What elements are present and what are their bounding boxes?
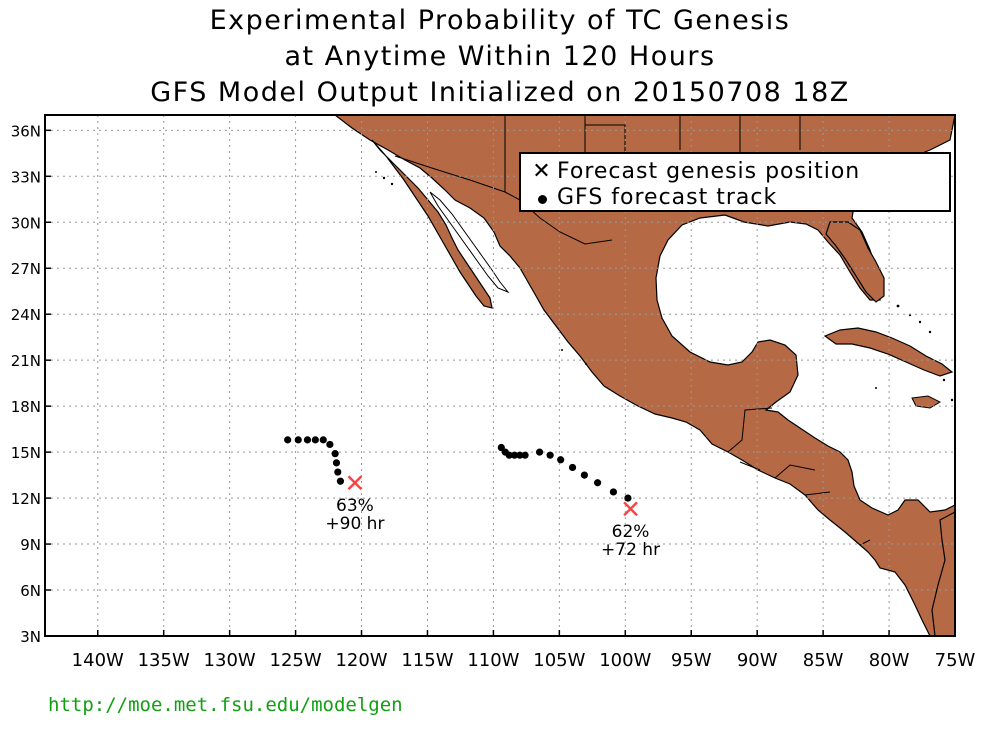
lat-tick-label: 30N [11, 214, 41, 232]
lon-tick-label: 105W [533, 650, 585, 671]
forecast-tracks: 63%+90 hr 62%+72 hr [284, 436, 660, 560]
lon-tick-label: 95W [671, 650, 712, 671]
map-frame [44, 114, 956, 637]
lat-tick-label: 3N [20, 628, 41, 646]
track-point [521, 451, 529, 459]
map-legend: ✕ Forecast genesis position GFS forecast… [519, 152, 951, 212]
genesis-marker [623, 501, 638, 517]
track-point [336, 477, 345, 485]
track-point [326, 440, 334, 449]
lat-tick-label: 18N [11, 398, 41, 416]
track-point [535, 448, 544, 456]
lat-tick-label: 6N [20, 582, 41, 600]
lon-tick-label: 120W [335, 650, 387, 671]
track-point [516, 451, 524, 459]
lat-tick-label: 27N [11, 260, 41, 278]
lat-tick-label: 12N [11, 490, 41, 508]
land-north-america [334, 115, 955, 636]
track-point [510, 451, 519, 459]
track-point [284, 436, 292, 444]
track-point [609, 488, 618, 496]
genesis-leadtime-label: +90 hr [325, 514, 384, 534]
lat-tick-label: 36N [11, 122, 41, 140]
axis-labels: 36N 33N 30N 27N 24N 21N 18N 15N 12N 9N 6N 3N 140W 135… [11, 122, 976, 671]
track-point [334, 468, 342, 476]
lon-tick-label: 110W [467, 650, 519, 671]
cross-icon: ✕ [532, 158, 552, 184]
track-point [546, 451, 554, 459]
track-point [505, 451, 513, 459]
track-point [331, 450, 339, 458]
track-point [303, 436, 312, 444]
lon-tick-label: 140W [72, 650, 124, 671]
land-islands [911, 395, 942, 409]
track-point [580, 471, 589, 479]
genesis-marker [347, 475, 363, 491]
track-point [568, 463, 577, 472]
lat-tick-label: 15N [11, 444, 41, 462]
lat-tick-label: 24N [11, 306, 41, 324]
lon-tick-label: 115W [401, 650, 453, 671]
track-point [593, 479, 602, 487]
lat-tick-label: 33N [11, 168, 41, 186]
lon-tick-label: 100W [599, 650, 651, 671]
genesis-marker-stroke [347, 475, 363, 491]
dot-icon [537, 194, 547, 204]
political-borders [394, 115, 871, 546]
land-baja-california [371, 139, 493, 309]
title-line-1: Experimental Probability of TC Genesis [209, 5, 791, 36]
track-point [294, 436, 302, 444]
track-point [332, 459, 341, 467]
lat-tick-label: 9N [20, 536, 41, 554]
gulf-of-california [429, 191, 510, 294]
genesis-probability-label: 62% [612, 522, 650, 542]
land-florida [825, 221, 885, 303]
track-point [311, 436, 319, 444]
lon-tick-label: 125W [270, 650, 322, 671]
lon-tick-label: 85W [803, 650, 844, 671]
lon-tick-label: 80W [869, 650, 910, 671]
genesis-leadtime-label: +72 hr [601, 540, 660, 560]
legend-track-label: GFS forecast track [557, 184, 778, 210]
lat-tick-label: 21N [11, 352, 41, 370]
genesis-marker-stroke [623, 501, 638, 517]
legend-genesis-label: Forecast genesis position [557, 158, 861, 184]
map-gridlines [45, 115, 956, 637]
land-south-america [931, 511, 955, 636]
lon-tick-label: 75W [935, 650, 976, 671]
land-cuba [823, 327, 954, 377]
track-point [557, 456, 565, 464]
track-point [319, 436, 327, 444]
track-point [624, 494, 632, 502]
title-line-2: at Anytime Within 120 Hours [284, 41, 716, 72]
lon-tick-label: 90W [737, 650, 778, 671]
genesis-probability-label: 63% [336, 496, 374, 516]
lon-tick-label: 130W [204, 650, 256, 671]
lon-tick-label: 135W [138, 650, 190, 671]
source-url[interactable]: http://moe.met.fsu.edu/modelgen [48, 694, 403, 716]
title-line-3: GFS Model Output Initialized on 20150708… [150, 77, 850, 108]
